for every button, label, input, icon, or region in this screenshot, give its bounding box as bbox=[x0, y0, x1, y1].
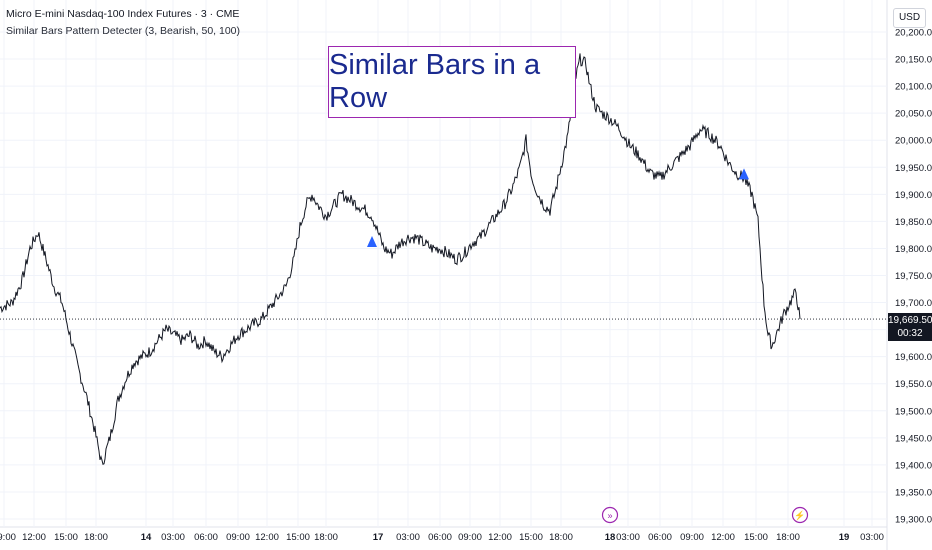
time-tick-label: 03:00 bbox=[396, 532, 420, 543]
price-tick-label: 19,400.00 bbox=[895, 460, 932, 471]
time-tick-label: 12:00 bbox=[22, 532, 46, 543]
time-tick-label: 18:00 bbox=[776, 532, 800, 543]
time-tick-label: 15:00 bbox=[519, 532, 543, 543]
price-tick-label: 19,350.00 bbox=[895, 487, 932, 498]
currency-button[interactable]: USD bbox=[893, 8, 926, 28]
time-tick-label: 09:00 bbox=[680, 532, 704, 543]
time-tick-label: 03:00 bbox=[860, 532, 884, 543]
price-tick-label: 20,000.00 bbox=[895, 136, 932, 147]
time-tick-label: 06:00 bbox=[428, 532, 452, 543]
price-tick-label: 19,600.00 bbox=[895, 352, 932, 363]
time-tick-label: 12:00 bbox=[711, 532, 735, 543]
bullish-triangle-marker[interactable] bbox=[367, 236, 377, 248]
time-tick-label: 12:00 bbox=[255, 532, 279, 543]
time-tick-label: 09:00 bbox=[0, 532, 16, 543]
annotation-text: Similar Bars in a Row bbox=[329, 49, 541, 114]
time-tick-label: 18 bbox=[605, 532, 616, 543]
price-tick-label: 19,950.00 bbox=[895, 163, 932, 174]
dividend-icon[interactable] bbox=[601, 506, 619, 524]
bar-countdown: 00:32 bbox=[897, 328, 923, 339]
time-tick-label: 14 bbox=[141, 532, 152, 543]
price-tick-label: 19,550.00 bbox=[895, 379, 932, 390]
lightning-icon-glyph: ⚡ bbox=[794, 510, 805, 522]
indicator-title[interactable]: Similar Bars Pattern Detecter (3, Bearis… bbox=[6, 25, 241, 37]
price-tick-label: 19,800.00 bbox=[895, 244, 932, 255]
price-tick-label: 20,100.00 bbox=[895, 82, 932, 93]
price-tick-label: 19,850.00 bbox=[895, 217, 932, 228]
last-price-value: 19,669.50 bbox=[888, 315, 932, 326]
price-tick-label: 20,050.00 bbox=[895, 109, 932, 120]
time-tick-label: 15:00 bbox=[54, 532, 78, 543]
time-tick-label: 18:00 bbox=[314, 532, 338, 543]
time-tick-label: 18:00 bbox=[549, 532, 573, 543]
time-tick-label: 18:00 bbox=[84, 532, 108, 543]
text-annotation[interactable]: Similar Bars in a Row bbox=[328, 46, 576, 118]
price-tick-label: 19,450.00 bbox=[895, 433, 932, 444]
price-tick-label: 20,150.00 bbox=[895, 55, 932, 66]
price-tick-label: 19,750.00 bbox=[895, 271, 932, 282]
time-tick-label: 09:00 bbox=[458, 532, 482, 543]
price-tick-label: 19,500.00 bbox=[895, 406, 932, 417]
time-tick-label: 03:00 bbox=[161, 532, 185, 543]
dividend-icon-glyph: » bbox=[607, 511, 612, 521]
lightning-icon[interactable] bbox=[791, 506, 809, 524]
price-series[interactable] bbox=[0, 53, 801, 466]
bullish-triangle-marker[interactable] bbox=[739, 168, 749, 180]
time-tick-label: 03:00 bbox=[616, 532, 640, 543]
price-tick-label: 20,200.00 bbox=[895, 28, 932, 39]
time-tick-label: 19 bbox=[839, 532, 850, 543]
time-tick-label: 06:00 bbox=[648, 532, 672, 543]
price-tick-label: 19,700.00 bbox=[895, 298, 932, 309]
time-tick-label: 06:00 bbox=[194, 532, 218, 543]
price-tick-label: 19,300.00 bbox=[895, 515, 932, 526]
time-tick-label: 15:00 bbox=[744, 532, 768, 543]
price-tick-label: 19,900.00 bbox=[895, 190, 932, 201]
time-tick-label: 12:00 bbox=[488, 532, 512, 543]
time-tick-label: 15:00 bbox=[286, 532, 310, 543]
symbol-title[interactable]: Micro E-mini Nasdaq-100 Index Futures · … bbox=[6, 8, 240, 20]
time-tick-label: 09:00 bbox=[226, 532, 250, 543]
time-tick-label: 17 bbox=[373, 532, 384, 543]
last-price-badge: 19,669.50 00:32 bbox=[888, 313, 932, 341]
